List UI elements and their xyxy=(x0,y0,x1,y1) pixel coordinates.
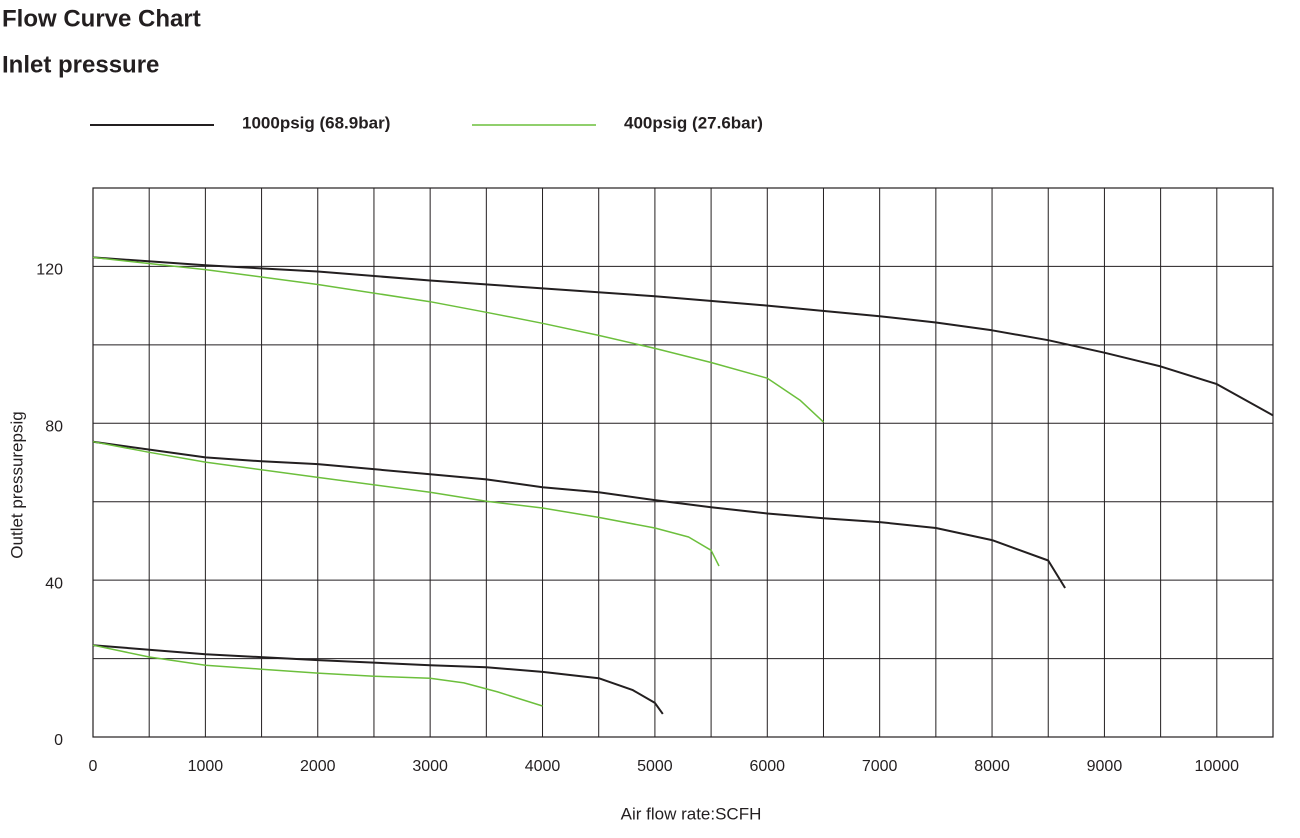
chart-subtitle: Inlet pressure xyxy=(2,51,159,78)
x-tick-label: 10000 xyxy=(1195,758,1240,775)
flow-curve xyxy=(92,440,720,567)
legend-label: 400psig (27.6bar) xyxy=(624,113,763,132)
y-tick-label: 80 xyxy=(45,419,63,436)
flow-curve xyxy=(92,256,1274,417)
x-tick-label: 2000 xyxy=(300,758,336,775)
y-tick-label: 120 xyxy=(36,262,63,279)
legend-label: 1000psig (68.9bar) xyxy=(242,113,390,132)
x-tick-label: 6000 xyxy=(749,758,785,775)
x-tick-label: 5000 xyxy=(637,758,673,775)
x-tick-label: 7000 xyxy=(862,758,898,775)
x-tick-label: 3000 xyxy=(412,758,448,775)
flow-curve xyxy=(92,644,664,715)
x-tick-label: 1000 xyxy=(188,758,224,775)
x-tick-label: 0 xyxy=(89,758,98,775)
y-tick-label: 0 xyxy=(54,732,63,749)
x-tick-label: 4000 xyxy=(525,758,561,775)
x-tick-label: 9000 xyxy=(1087,758,1123,775)
flow-curve xyxy=(92,440,1066,589)
y-axis-label: Outlet pressurepsig xyxy=(7,411,26,558)
x-axis-label: Air flow rate:SCFH xyxy=(621,804,762,823)
y-tick-label: 40 xyxy=(45,575,63,592)
flow-curve xyxy=(92,644,543,707)
x-tick-label: 8000 xyxy=(974,758,1010,775)
chart-title: Flow Curve Chart xyxy=(2,5,201,32)
flow-curve xyxy=(92,256,825,423)
